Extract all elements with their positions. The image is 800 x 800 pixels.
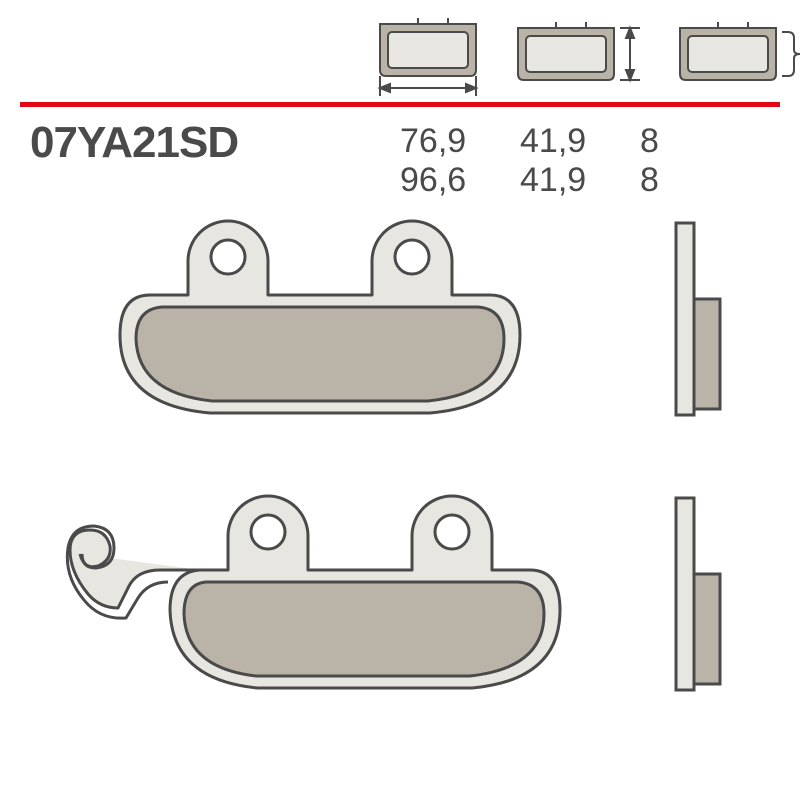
page: 07YA21SD 76,9 41,9 8 96,6 41,9 8 <box>0 0 800 800</box>
header-dimension-icons <box>370 18 800 100</box>
brake-pad-2-side <box>660 490 740 710</box>
red-separator-line <box>20 102 780 107</box>
height-key-icon <box>512 18 648 100</box>
table-row: 76,9 41,9 8 <box>400 122 690 161</box>
brake-pad-2-front <box>40 490 600 710</box>
brake-pad-1-front <box>80 215 560 435</box>
dimensions-table: 76,9 41,9 8 96,6 41,9 8 <box>400 122 690 200</box>
thickness-value: 8 <box>640 122 690 161</box>
height-value: 41,9 <box>520 122 640 161</box>
table-row: 96,6 41,9 8 <box>400 161 690 200</box>
width-value: 76,9 <box>400 122 520 161</box>
thickness-value: 8 <box>640 161 690 200</box>
part-number: 07YA21SD <box>30 118 238 168</box>
width-value: 96,6 <box>400 161 520 200</box>
width-key-icon <box>370 18 486 100</box>
brake-pad-drawings <box>20 210 780 770</box>
thickness-key-icon <box>674 18 800 100</box>
height-value: 41,9 <box>520 161 640 200</box>
brake-pad-1-side <box>660 215 740 435</box>
